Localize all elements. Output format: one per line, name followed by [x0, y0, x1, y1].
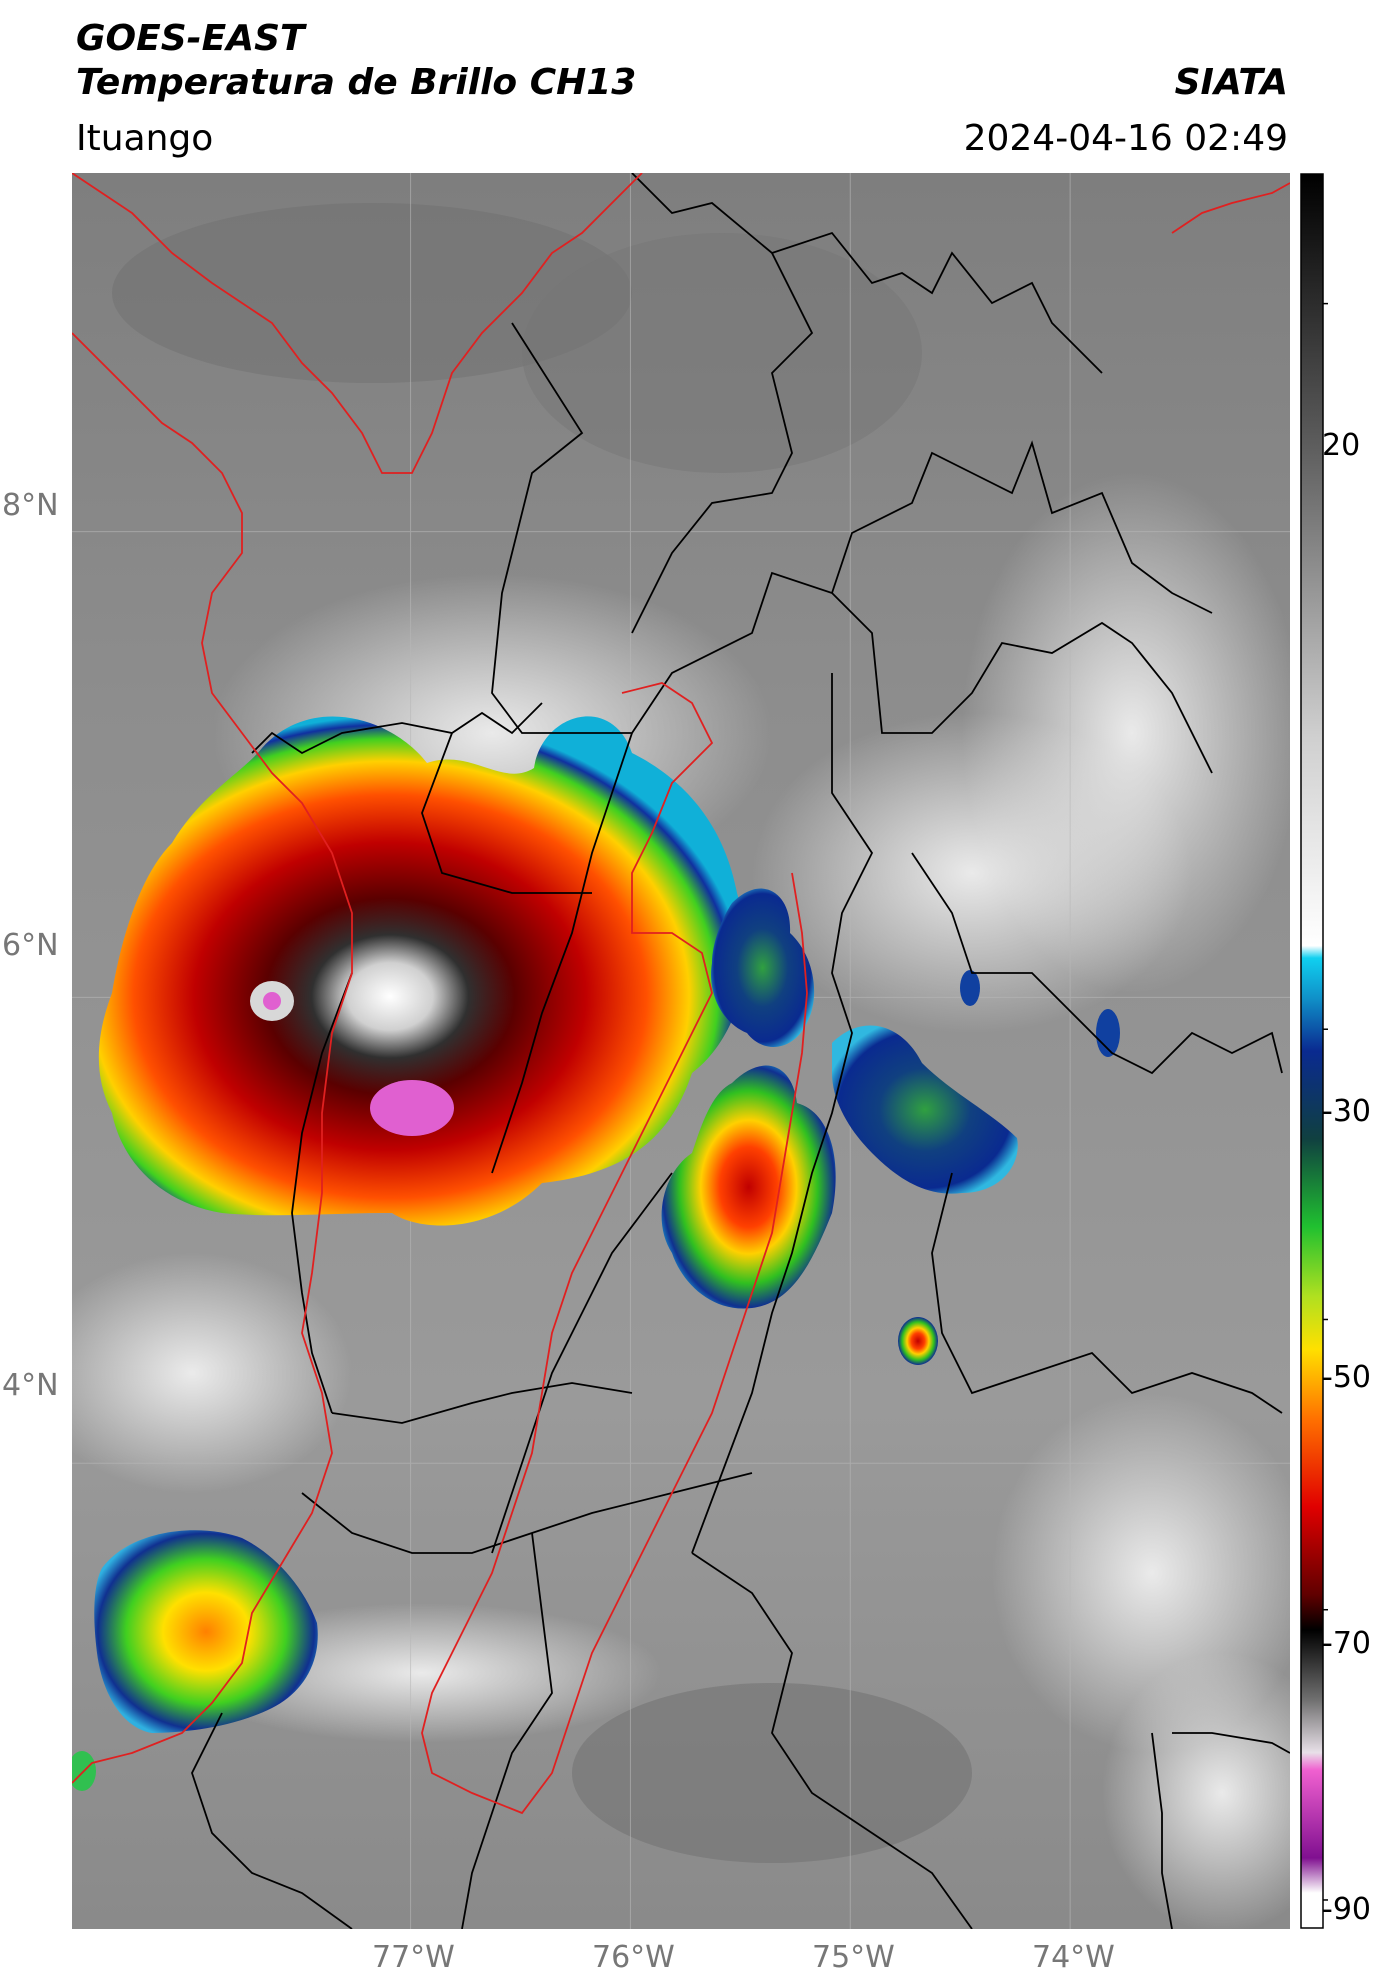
organization-label: SIATA: [1174, 62, 1288, 103]
lat-label-8n: 8°N: [2, 488, 59, 523]
satellite-map[interactable]: [72, 173, 1290, 1929]
lat-label-4n: 4°N: [2, 1368, 59, 1403]
lon-label-74w: 74°W: [1032, 1940, 1115, 1975]
lat-label-6n: 6°N: [2, 928, 59, 963]
lon-label-75w: 75°W: [812, 1940, 895, 1975]
lon-label-76w: 76°W: [592, 1940, 675, 1975]
storm-cell-small: [898, 1317, 938, 1365]
lon-label-77w: 77°W: [372, 1940, 455, 1975]
storm-cell-central: [661, 1065, 836, 1309]
storm-cell-main: [98, 716, 747, 1226]
timestamp-label: 2024-04-16 02:49: [963, 118, 1288, 159]
storm-cell-north: [711, 888, 815, 1047]
colorbar: [1300, 173, 1328, 1929]
location-label: Ituango: [76, 118, 214, 159]
storm-cell-southwest: [94, 1530, 318, 1733]
storm-cell-east: [832, 1025, 1018, 1194]
product-title: Temperatura de Brillo CH13: [76, 62, 637, 103]
storm-core-magenta: [370, 1080, 454, 1136]
colorbar-label-minus90: -90: [1322, 1892, 1371, 1927]
colorbar-label-minus50: -50: [1322, 1360, 1371, 1395]
storm-cells: [72, 716, 1120, 1791]
country-borders: [72, 173, 1290, 1815]
colorbar-label-minus70: -70: [1322, 1626, 1371, 1661]
satellite-title: GOES-EAST: [76, 18, 305, 59]
colorbar-label-20: 20: [1322, 428, 1361, 463]
colorbar-label-minus30: -30: [1322, 1094, 1371, 1129]
